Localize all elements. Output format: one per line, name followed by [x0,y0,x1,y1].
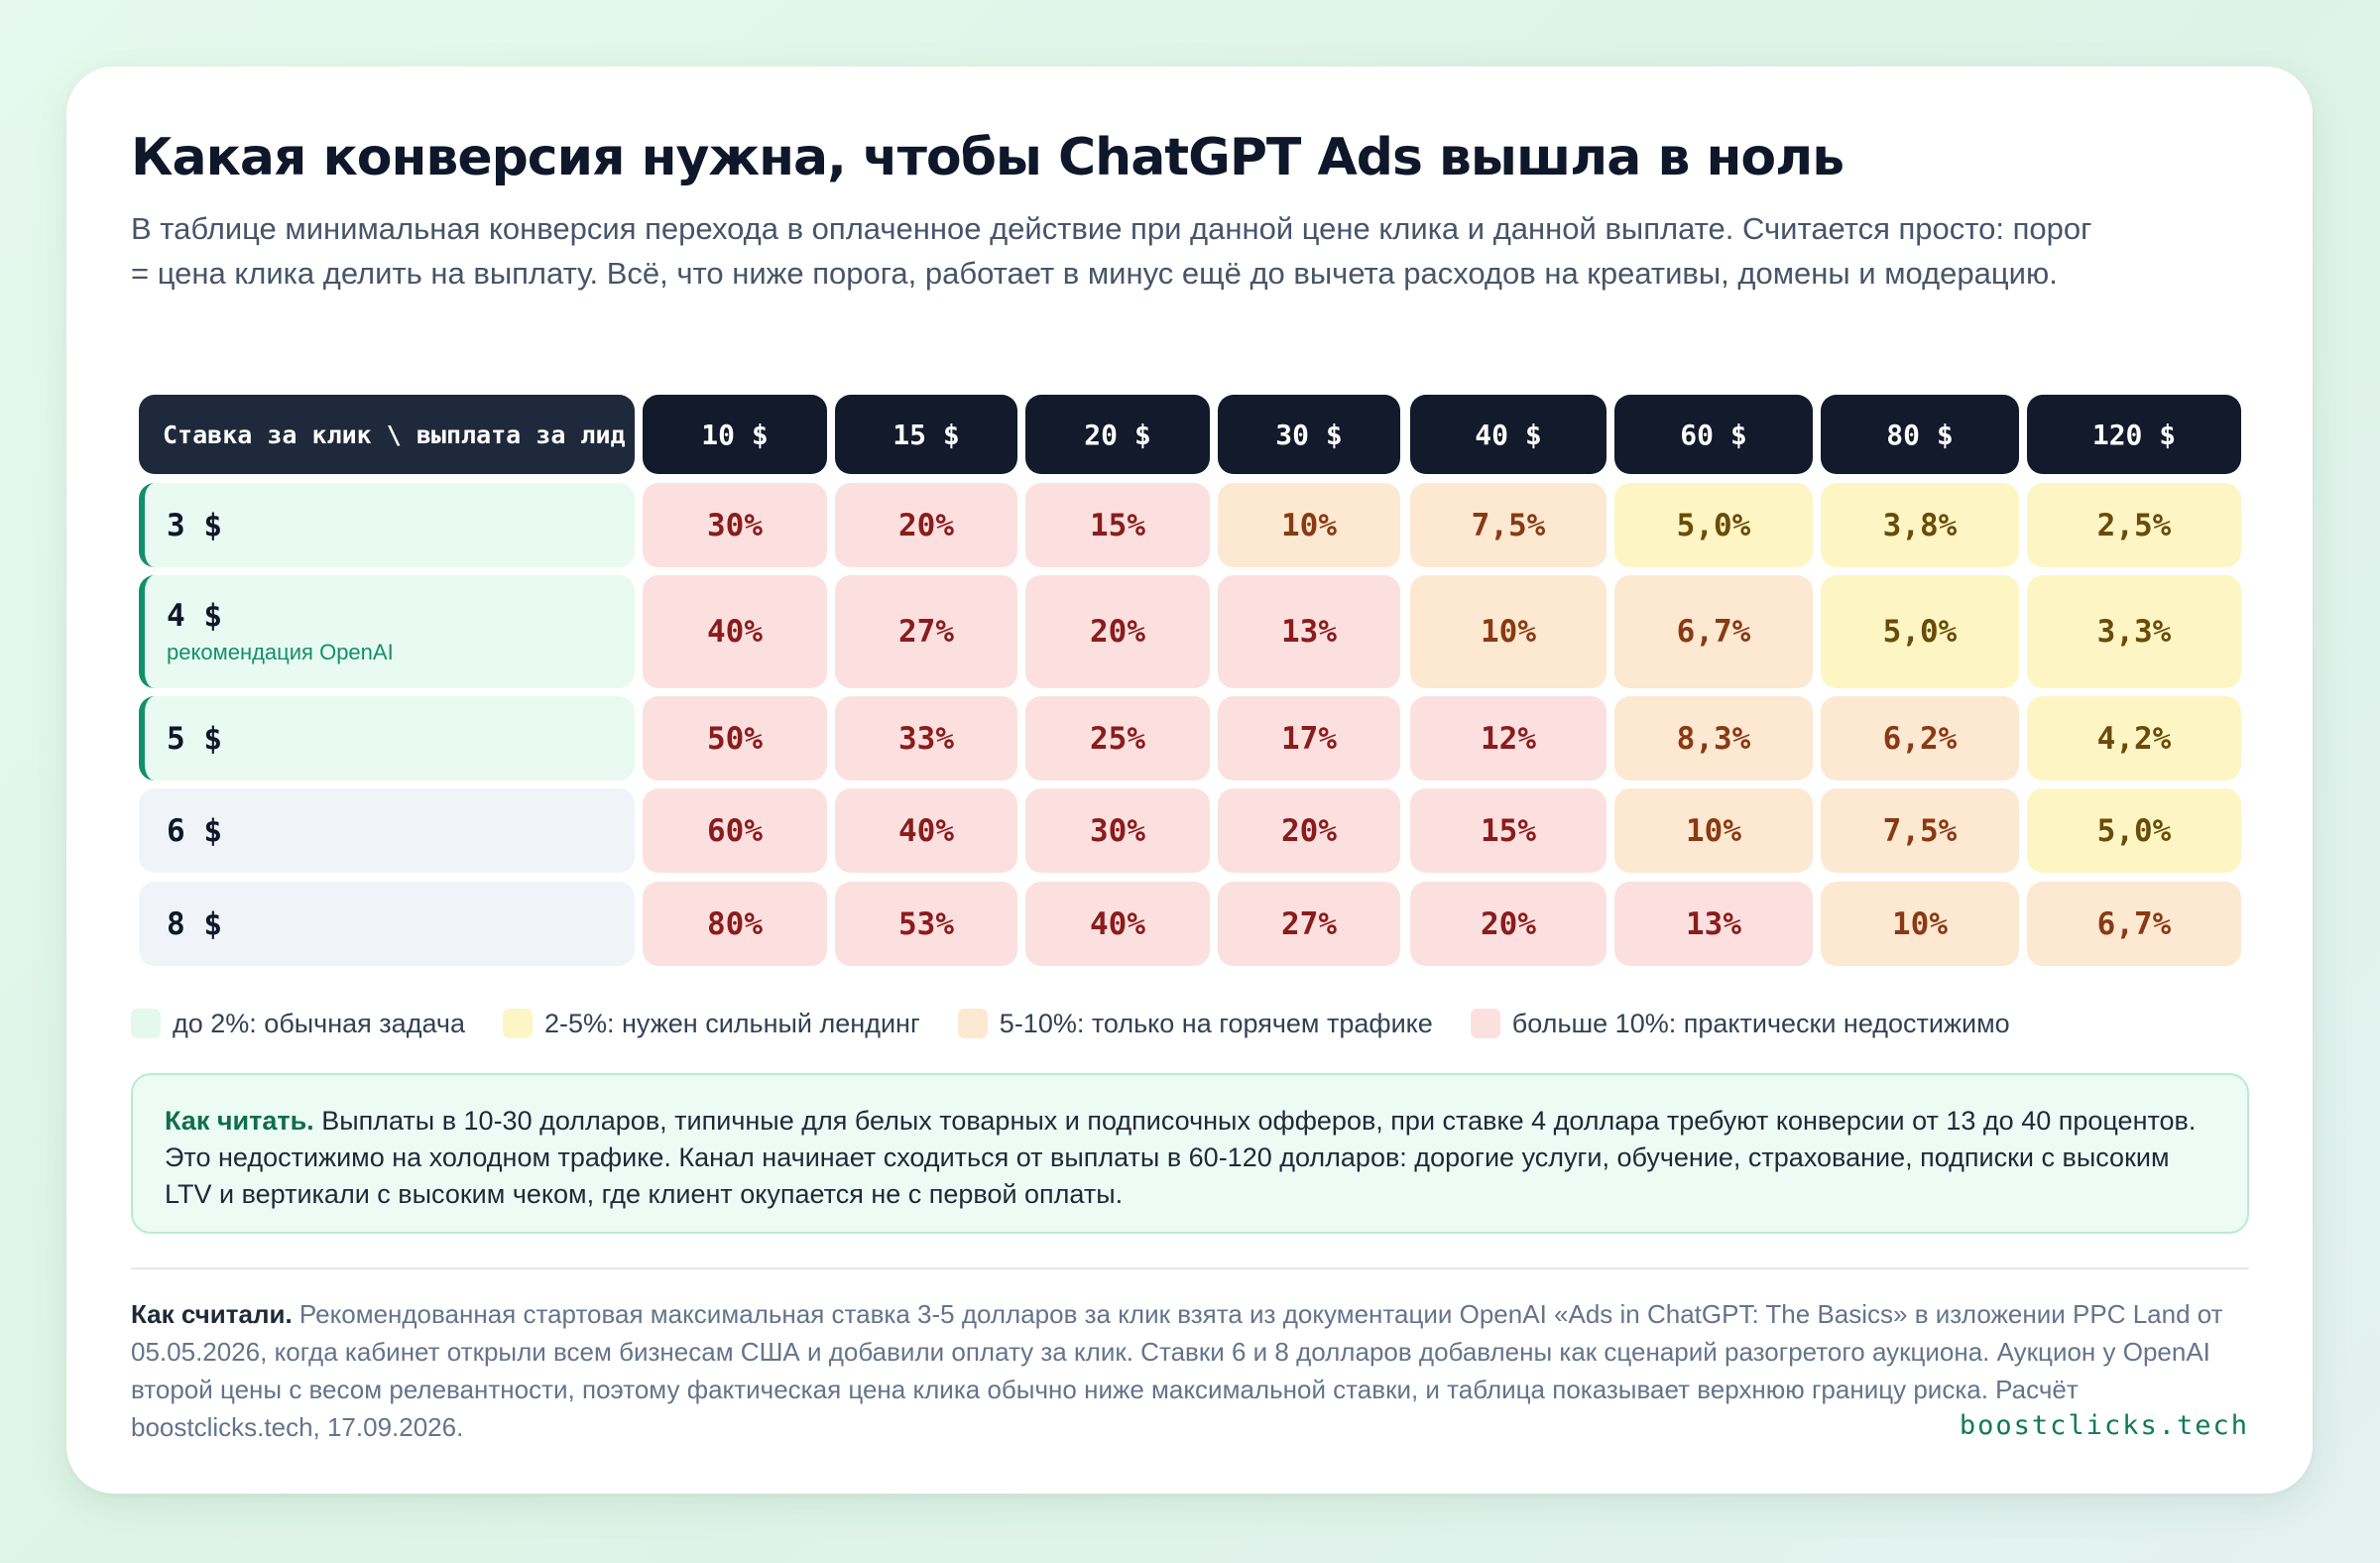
legend-label: 2-5%: нужен сильный лендинг [543,1008,920,1038]
row-header: 5 $ [139,696,635,781]
table-corner-header: Ставка за клик \ выплата за лид [139,395,635,474]
legend-label: до 2%: обычная задача [173,1008,465,1038]
value-cell: 27% [1218,882,1400,966]
value-cell: 3,8% [1821,483,2019,567]
intro-paragraph: В таблице минимальная конверсия перехода… [131,211,2092,291]
value-cell: 10% [1218,483,1400,567]
row-header: 3 $ [139,483,635,567]
value-cell: 6,7% [1614,575,1813,688]
value-cell: 30% [643,483,827,567]
row-header: 8 $ [139,882,635,966]
bid-label: 6 $ [167,812,222,849]
legend-item-orange: 5-10%: только на горячем трафике [957,1008,1433,1039]
bid-label: 8 $ [167,905,222,942]
footer-divider [131,1267,2249,1269]
methodology-lead: Как считали. [131,1299,293,1329]
value-cell: 6,2% [1821,696,2019,781]
row-header: 4 $ рекомендация OpenAI [139,575,635,688]
value-cell: 53% [835,882,1017,966]
brand-label: boostclicks.tech [1959,1410,2249,1441]
value-cell: 13% [1218,575,1400,688]
legend-label: 5-10%: только на горячем трафике [999,1008,1433,1038]
value-cell: 10% [1821,882,2019,966]
value-cell: 12% [1410,696,1606,781]
recommendation-note: рекомендация OpenAI [167,640,394,664]
value-cell: 7,5% [1410,483,1606,567]
how-to-read-text: Выплаты в 10-30 долларов, типичные для б… [165,1106,2197,1209]
column-header: 30 $ [1218,395,1400,474]
legend-item-red: больше 10%: практически недостижимо [1470,1008,2010,1039]
value-cell: 40% [835,788,1017,873]
bid-label: 3 $ [167,507,222,543]
color-legend: до 2%: обычная задача 2-5%: нужен сильный… [131,1004,2048,1043]
value-cell: 13% [1614,882,1813,966]
how-to-read-note: Как читать. Выплаты в 10-30 долларов, ти… [131,1073,2249,1234]
value-cell: 7,5% [1821,788,2019,873]
value-cell: 27% [835,575,1017,688]
legend-label: больше 10%: практически недостижимо [1511,1008,2010,1038]
row-header: 6 $ [139,788,635,873]
value-cell: 2,5% [2027,483,2241,567]
value-cell: 20% [835,483,1017,567]
column-header: 80 $ [1821,395,2019,474]
value-cell: 8,3% [1614,696,1813,781]
value-cell: 5,0% [1614,483,1813,567]
column-header: 60 $ [1614,395,1813,474]
legend-item-yellow: 2-5%: нужен сильный лендинг [502,1008,920,1039]
methodology-text: Рекомендованная стартовая максимальная с… [131,1299,2223,1442]
value-cell: 33% [835,696,1017,781]
value-cell: 3,3% [2027,575,2241,688]
column-header: 120 $ [2027,395,2241,474]
value-cell: 30% [1025,788,1210,873]
value-cell: 10% [1410,575,1606,688]
value-cell: 6,7% [2027,882,2241,966]
value-cell: 17% [1218,696,1400,781]
value-cell: 25% [1025,696,1210,781]
legend-swatch [131,1009,161,1038]
value-cell: 15% [1025,483,1210,567]
value-cell: 5,0% [2027,788,2241,873]
column-header: 40 $ [1410,395,1606,474]
column-header: 10 $ [643,395,827,474]
methodology-note: Как считали. Рекомендованная стартовая м… [131,1295,2249,1446]
page-title: Какая конверсия нужна, чтобы ChatGPT Ads… [131,128,1844,187]
legend-swatch [1470,1009,1500,1038]
value-cell: 80% [643,882,827,966]
value-cell: 20% [1025,575,1210,688]
bid-label: 4 $ [167,598,222,634]
value-cell: 40% [1025,882,1210,966]
legend-swatch [502,1009,533,1038]
how-to-read-lead: Как читать. [165,1106,314,1136]
column-header: 15 $ [835,395,1017,474]
value-cell: 20% [1410,882,1606,966]
value-cell: 40% [643,575,827,688]
value-cell: 15% [1410,788,1606,873]
legend-swatch [957,1009,988,1038]
value-cell: 5,0% [1821,575,2019,688]
bid-label: 5 $ [167,720,222,757]
value-cell: 4,2% [2027,696,2241,781]
legend-item-green: до 2%: обычная задача [131,1009,465,1039]
value-cell: 10% [1614,788,1813,873]
value-cell: 60% [643,788,827,873]
value-cell: 20% [1218,788,1400,873]
value-cell: 50% [643,696,827,781]
column-header: 20 $ [1025,395,1210,474]
